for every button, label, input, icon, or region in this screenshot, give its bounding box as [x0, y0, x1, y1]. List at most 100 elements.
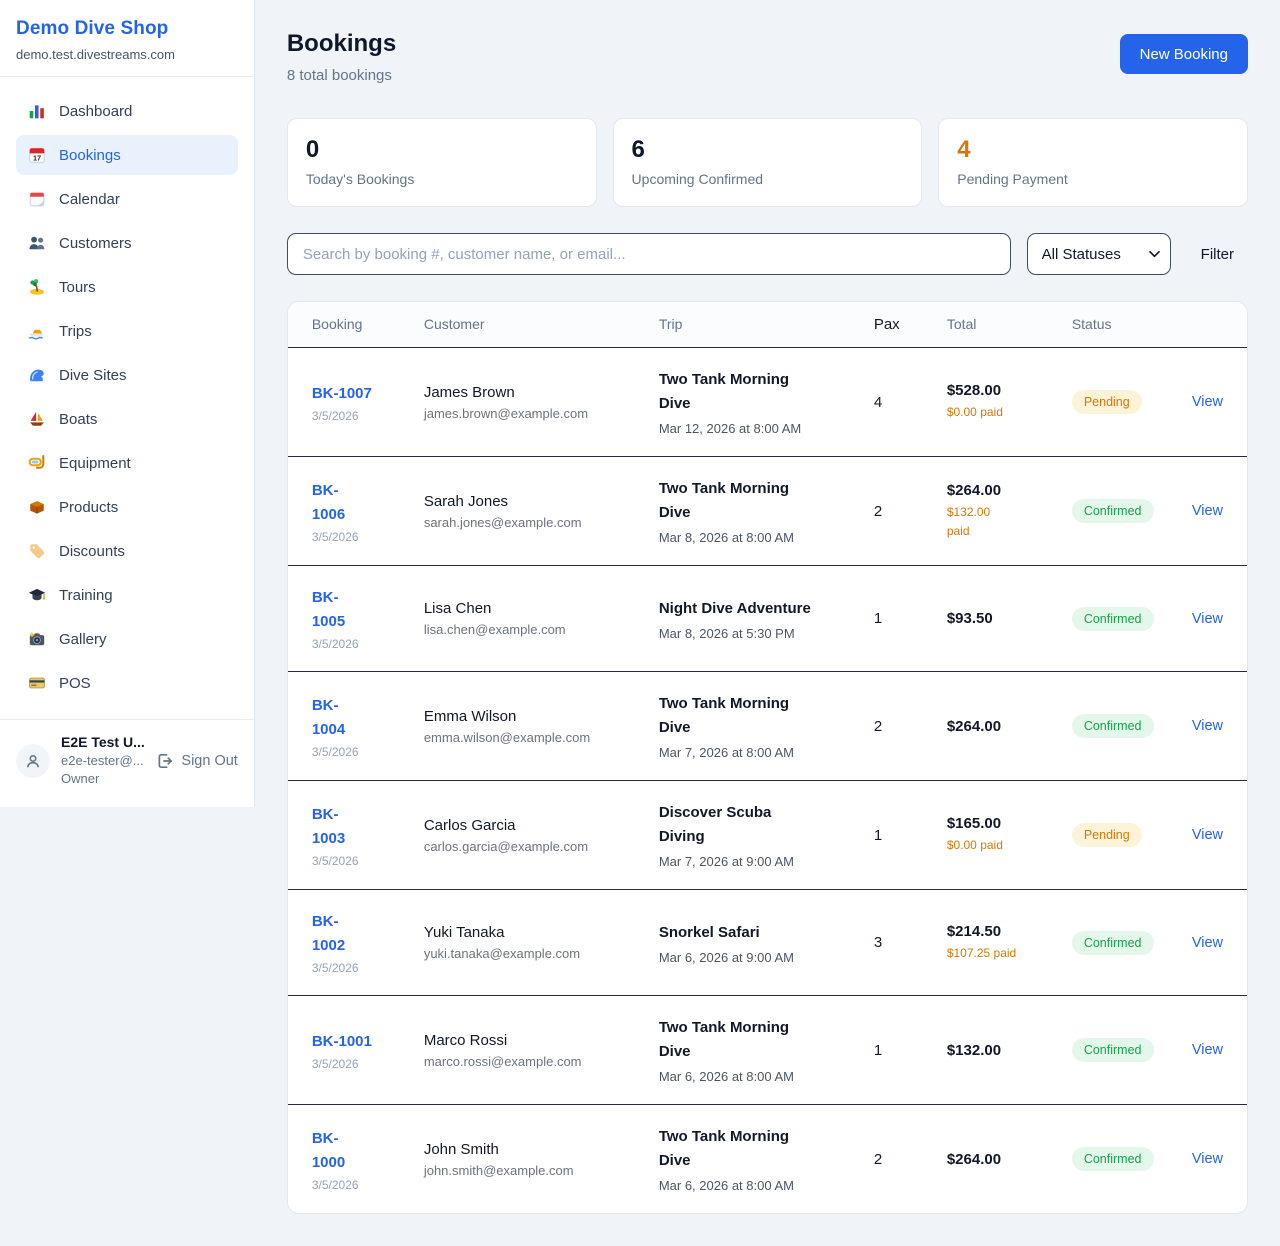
trip-datetime: Mar 8, 2026 at 8:00 AM	[658, 530, 794, 545]
sidebar-item-gallery[interactable]: Gallery	[16, 619, 238, 659]
sign-out-label: Sign Out	[181, 752, 238, 769]
paid-amount: $0.00 paid	[946, 405, 1003, 420]
table-row: BK- 1002 3/5/2026 Yuki Tanaka yuki.tanaka@ex…	[287, 890, 1247, 996]
booking-number-link[interactable]: BK- 1004	[311, 696, 346, 738]
sidebar-item-products[interactable]: Products	[16, 487, 238, 527]
booking-number-link[interactable]: BK- 1003	[311, 805, 346, 847]
view-cell: View	[1192, 610, 1223, 628]
view-link[interactable]: View	[1191, 718, 1223, 734]
pax-count: 2	[873, 502, 883, 520]
booking-number-link[interactable]: BK- 1006	[311, 481, 346, 523]
status-filter-wrap: All Statuses	[1026, 233, 1171, 275]
sidebar-item-label: Discounts	[59, 542, 125, 560]
column-header-trip: Trip	[658, 316, 683, 332]
column-header-booking: Booking	[311, 316, 363, 332]
sidebar-item-discounts[interactable]: Discounts	[16, 531, 238, 571]
status-badge: Confirmed	[1071, 606, 1154, 631]
status-cell: Pending	[1071, 823, 1192, 847]
sidebar-item-label: Bookings	[59, 146, 121, 164]
view-link[interactable]: View	[1191, 1042, 1223, 1058]
customer-cell: John Smith john.smith@example.com	[424, 1141, 659, 1178]
sidebar-item-tours[interactable]: Tours	[16, 267, 238, 307]
customer-email: marco.rossi@example.com	[423, 1053, 582, 1069]
credit-card-icon	[28, 674, 46, 692]
view-cell: View	[1192, 1150, 1223, 1168]
view-cell: View	[1192, 1041, 1223, 1059]
sidebar-item-boats[interactable]: Boats	[16, 399, 238, 439]
trip-cell: Two Tank Morning Dive Mar 6, 2026 at 8:00 …	[659, 1016, 874, 1084]
people-icon	[28, 234, 46, 252]
booking-cell: BK-1007 3/5/2026	[312, 382, 424, 423]
customer-email: carlos.garcia@example.com	[423, 838, 589, 854]
booking-date: 3/5/2026	[311, 529, 359, 544]
trip-cell: Two Tank Morning Dive Mar 7, 2026 at 8:00 …	[659, 692, 874, 760]
filter-button[interactable]: Filter	[1187, 246, 1248, 263]
pax-count: 2	[873, 1150, 883, 1168]
view-link[interactable]: View	[1191, 827, 1223, 843]
sidebar-user-card: E2E Test U... e2e-tester@... Owner Sign …	[0, 719, 254, 807]
new-booking-button[interactable]: New Booking	[1119, 34, 1248, 74]
logout-icon	[156, 752, 174, 770]
sidebar-item-dashboard[interactable]: Dashboard	[16, 91, 238, 131]
status-filter-select[interactable]: All Statuses	[1026, 233, 1171, 275]
sidebar-item-trips[interactable]: Trips	[16, 311, 238, 351]
booking-number-link[interactable]: BK- 1002	[311, 913, 346, 954]
calendar-17-icon: 17	[28, 146, 46, 164]
sidebar-item-customers[interactable]: Customers	[16, 223, 238, 263]
avatar	[16, 743, 50, 778]
view-link[interactable]: View	[1191, 503, 1223, 519]
search-input[interactable]	[286, 233, 1011, 275]
table-row: BK- 1000 3/5/2026 John Smith john.smith@exam…	[288, 1105, 1247, 1213]
graduation-cap-icon	[28, 586, 46, 604]
column-header-customer: Customer	[423, 316, 485, 332]
customer-name: James Brown	[423, 383, 515, 401]
stat-label: Pending Payment	[957, 171, 1068, 187]
total-amount: $264.00	[946, 1150, 1002, 1168]
total-cell: $528.00 $0.00 paid	[947, 382, 1072, 422]
trip-cell: Two Tank Morning Dive Mar 8, 2026 at 8:00 …	[659, 477, 874, 545]
total-cell: $93.50	[947, 610, 1072, 627]
sidebar-item-equipment[interactable]: Equipment	[16, 443, 238, 483]
status-badge: Pending	[1071, 823, 1142, 847]
sidebar-item-pos[interactable]: POS	[16, 663, 238, 703]
booking-cell: BK- 1005 3/5/2026	[312, 586, 424, 651]
booking-number-link[interactable]: BK- 1005	[311, 589, 346, 630]
sidebar-item-dive-sites[interactable]: Dive Sites	[16, 355, 238, 395]
customer-name: Marco Rossi	[423, 1031, 508, 1049]
sidebar-item-label: Boats	[59, 410, 98, 428]
sidebar-item-training[interactable]: Training	[16, 575, 238, 615]
view-link[interactable]: View	[1191, 610, 1223, 627]
sidebar-item-bookings[interactable]: 17 Bookings	[16, 135, 238, 175]
status-badge: Confirmed	[1071, 1147, 1154, 1171]
customer-name: Carlos Garcia	[423, 816, 516, 834]
booking-number-link[interactable]: BK-1001	[311, 1032, 372, 1050]
status-badge: Confirmed	[1071, 499, 1154, 523]
paid-amount: $132.00 paid	[946, 504, 991, 538]
trip-cell: Snorkel Safari Mar 6, 2026 at 9:00 AM	[659, 921, 874, 965]
booking-number-link[interactable]: BK- 1000	[311, 1129, 346, 1171]
sidebar-item-label: Calendar	[59, 190, 120, 208]
trip-datetime: Mar 7, 2026 at 8:00 AM	[658, 745, 794, 760]
stat-card-pending-payment: 4 Pending Payment	[938, 118, 1248, 207]
pax-count: 1	[873, 610, 883, 627]
customer-cell: Sarah Jones sarah.jones@example.com	[424, 493, 659, 530]
view-link[interactable]: View	[1191, 1151, 1223, 1167]
package-icon	[28, 498, 46, 516]
table-row: BK- 1005 3/5/2026 Lisa Chen lisa.chen@exampl…	[287, 566, 1247, 672]
sidebar-item-calendar[interactable]: Calendar	[16, 179, 238, 219]
trip-name: Two Tank Morning Dive	[658, 480, 790, 521]
sidebar-item-label: Equipment	[59, 454, 131, 472]
status-cell: Confirmed	[1071, 714, 1192, 738]
stat-value: 4	[957, 136, 971, 163]
sign-out-button[interactable]: Sign Out	[156, 752, 238, 770]
view-link[interactable]: View	[1191, 394, 1223, 410]
booking-number-link[interactable]: BK-1007	[311, 384, 372, 402]
trip-cell: Two Tank Morning Dive Mar 6, 2026 at 8:00 …	[659, 1125, 874, 1193]
booking-cell: BK- 1006 3/5/2026	[312, 479, 424, 544]
toolbar: All Statuses Filter	[286, 233, 1248, 275]
view-link[interactable]: View	[1191, 934, 1223, 951]
pax-count: 2	[873, 717, 883, 735]
speedboat-icon	[28, 322, 46, 340]
sidebar-item-label: Gallery	[59, 630, 107, 648]
trip-name: Two Tank Morning Dive	[658, 1128, 790, 1169]
